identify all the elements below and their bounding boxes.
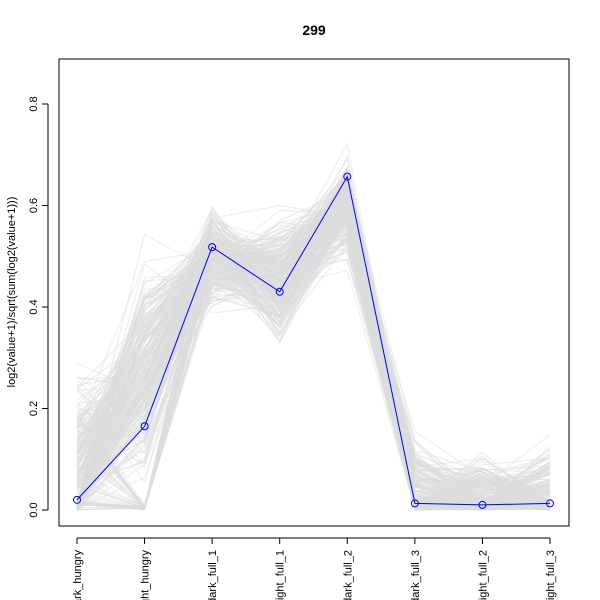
highlight-point: [478, 500, 487, 509]
x-tick-label: light_full_1: [275, 550, 287, 600]
highlight-point: [546, 499, 554, 508]
x-tick-label: dark_hungry: [72, 550, 84, 600]
background-series-line: [76, 216, 551, 509]
background-series-line: [76, 194, 551, 510]
background-series-line: [76, 184, 551, 509]
y-tick-label: 0.8: [28, 96, 40, 111]
background-series-line: [76, 217, 551, 497]
chart-title: 299: [302, 22, 326, 38]
highlight-point: [73, 495, 81, 504]
y-tick-label: 0.4: [28, 299, 40, 314]
plot-frame: [58, 58, 570, 527]
highlight-series-line: [76, 175, 551, 506]
highlight-point: [140, 422, 149, 431]
x-tick-label: light_hungry: [140, 550, 152, 600]
x-tick-label: light_full_3: [545, 550, 557, 600]
highlight-point: [343, 172, 352, 181]
background-series-line: [76, 205, 551, 511]
y-axis: 0.0 0.2 0.4 0.6 0.8: [28, 96, 49, 518]
background-series-line: [76, 224, 551, 504]
y-tick-label: 0.6: [28, 198, 40, 213]
background-series-line: [76, 172, 551, 510]
background-series-line: [76, 170, 551, 511]
highlight-point: [275, 287, 284, 296]
x-tick-label: light_full_2: [477, 550, 489, 600]
x-tick-label: dark_full_1: [207, 550, 219, 600]
y-tick-label: 0.0: [28, 502, 40, 517]
x-axis: dark_hungry light_hungry dark_full_1 light_…: [72, 537, 557, 600]
y-axis-label: log2(value+1)/sqrt(sum(log2(value+1))): [6, 197, 18, 388]
highlight-point: [410, 499, 419, 508]
y-tick-label: 0.2: [28, 401, 40, 416]
highlight-point: [208, 243, 217, 252]
x-tick-label: dark_full_2: [342, 550, 354, 600]
highlight-series-layer: [73, 172, 554, 509]
x-tick-label: dark_full_3: [410, 550, 422, 600]
background-series-layer: [76, 142, 551, 511]
background-series-line: [76, 203, 551, 506]
